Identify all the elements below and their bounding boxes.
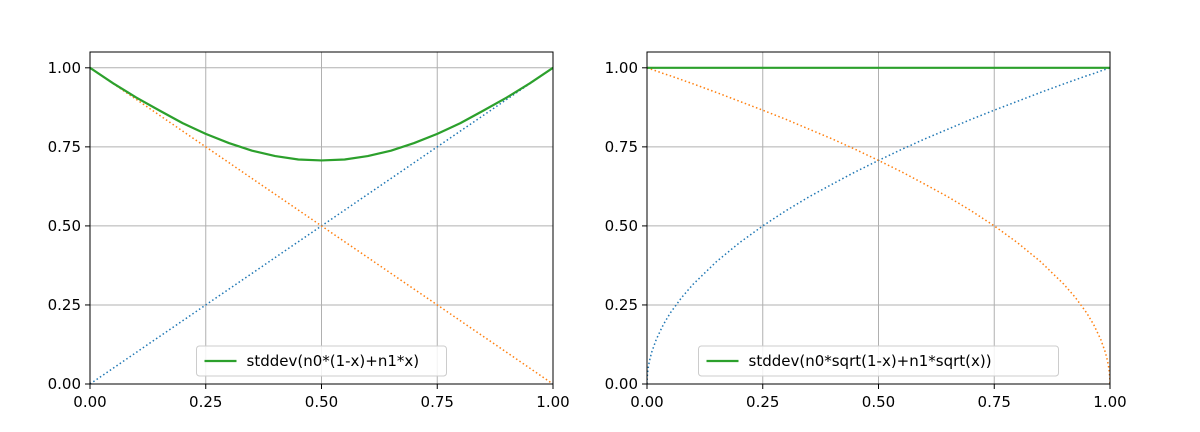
x-tick-label: 0.25 <box>746 393 779 411</box>
series-line-green <box>90 66 553 162</box>
series-group <box>647 66 1110 384</box>
x-tick-label: 0.50 <box>305 393 338 411</box>
y-tick-label: 0.00 <box>48 375 81 393</box>
y-tick-label: 0.25 <box>605 296 638 314</box>
series-group <box>90 66 553 384</box>
legend-box <box>196 345 447 377</box>
y-tick-label: 0.50 <box>48 217 81 235</box>
y-tick-label: 0.75 <box>605 138 638 156</box>
legend-label: stddev(n0*(1-x)+n1*x) <box>247 352 420 370</box>
x-tick-label: 0.75 <box>421 393 454 411</box>
legend-box <box>698 345 1059 377</box>
series-line-blue <box>647 67 1110 384</box>
x-tick-label: 1.00 <box>536 393 569 411</box>
legend-label: stddev(n0*sqrt(1-x)+n1*sqrt(x)) <box>749 352 992 370</box>
x-tick-label: 0.75 <box>978 393 1011 411</box>
y-tick-label: 0.25 <box>48 296 81 314</box>
y-tick-label: 1.00 <box>48 59 81 77</box>
x-tick-label: 0.50 <box>862 393 895 411</box>
legend: stddev(n0*(1-x)+n1*x) <box>196 345 447 377</box>
series-line-orange <box>90 67 553 384</box>
y-tick-label: 0.50 <box>605 217 638 235</box>
x-tick-label: 0.00 <box>630 393 663 411</box>
x-tick-label: 0.25 <box>189 393 222 411</box>
x-tick-label: 1.00 <box>1093 393 1126 411</box>
left-plot-panel: 0.00 0.25 0.50 0.75 1.00 0.00 0.25 0.50 0.75 1.00… <box>48 51 570 411</box>
legend: stddev(n0*sqrt(1-x)+n1*sqrt(x)) <box>698 345 1059 377</box>
right-plot-panel: 0.00 0.25 0.50 0.75 1.00 0.00 0.25 0.50 0.75 1.00… <box>605 51 1127 411</box>
y-tick-label: 0.00 <box>605 375 638 393</box>
x-tick-label: 0.00 <box>73 393 106 411</box>
y-tick-label: 0.75 <box>48 138 81 156</box>
y-tick-label: 1.00 <box>605 59 638 77</box>
